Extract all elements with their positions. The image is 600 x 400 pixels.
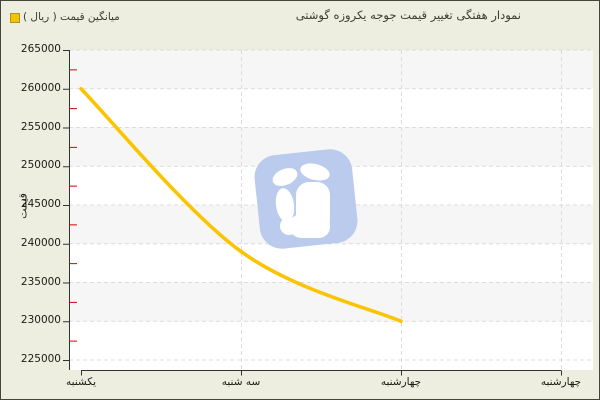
price-line xyxy=(79,86,403,324)
y-tick-label: 265000 xyxy=(20,43,61,55)
plot-band xyxy=(69,282,593,322)
plot-band xyxy=(69,88,593,128)
y-tick-label: 250000 xyxy=(20,159,61,172)
watermark-logo xyxy=(254,149,358,249)
chart-title: نمودار هفتگی تغییر قیمت جوجه یکروزه گوشت… xyxy=(295,8,521,22)
y-tick-label: 225000 xyxy=(20,353,61,365)
plot-band xyxy=(69,50,593,89)
y-tick-label: 240000 xyxy=(20,236,61,249)
y-tick-label: 230000 xyxy=(20,314,61,327)
x-tick-label: چهارشنبه xyxy=(540,376,582,388)
legend: میانگین قیمت ( ریال ) xyxy=(10,9,120,25)
plot-band xyxy=(69,243,593,283)
legend-marker-swatch xyxy=(10,13,20,23)
x-tick-label: سه شنبه xyxy=(221,376,261,388)
y-tick-label: 235000 xyxy=(20,275,61,288)
y-tick-label: 245000 xyxy=(20,198,61,210)
y-tick-label: 260000 xyxy=(20,81,61,94)
y-tick-label: 255000 xyxy=(20,120,61,133)
x-tick-label: یکشنبه xyxy=(65,376,97,388)
legend-label: میانگین قیمت ( ریال ) xyxy=(23,11,120,23)
x-tick-label: چهارشنبه xyxy=(380,376,422,388)
plot-band xyxy=(69,360,593,370)
plot-band xyxy=(69,321,593,360)
